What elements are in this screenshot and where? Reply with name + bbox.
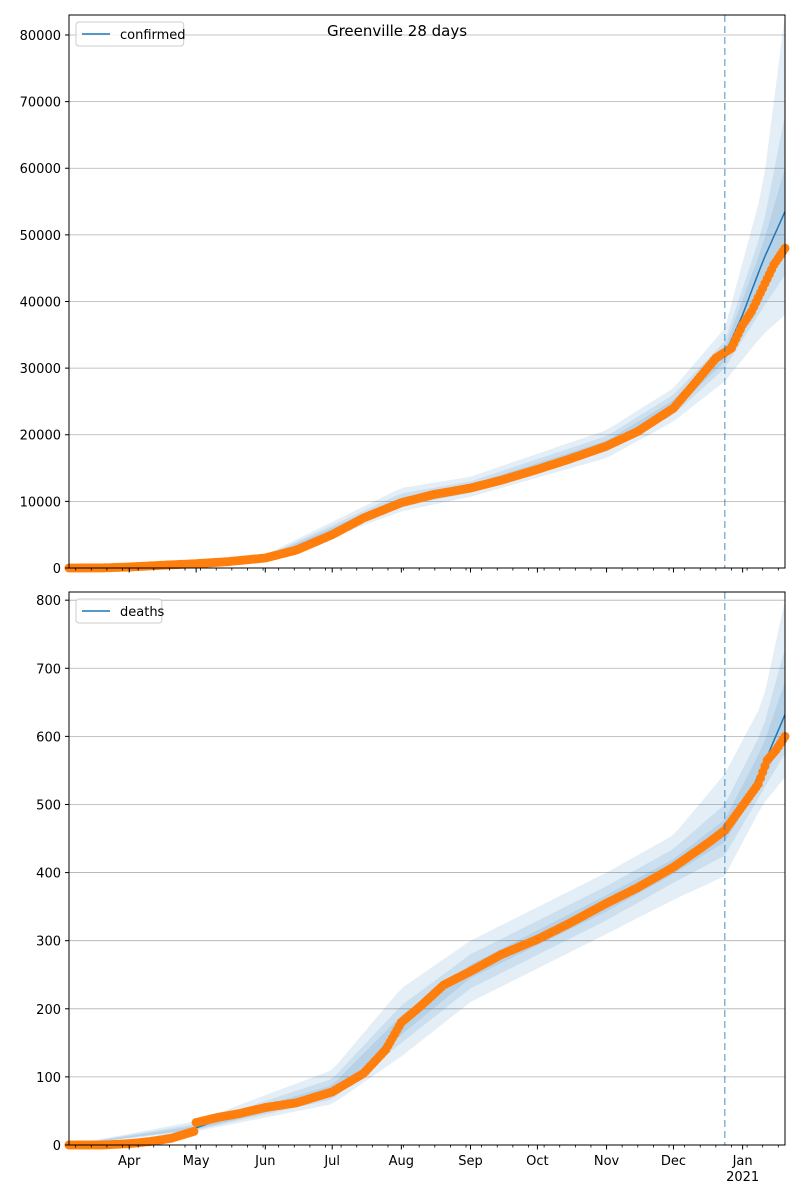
x-tick-label: Aug bbox=[389, 1154, 414, 1169]
y-tick-label: 0 bbox=[53, 1139, 61, 1154]
x-tick-label: Dec bbox=[661, 1154, 686, 1169]
y-tick-label: 70000 bbox=[20, 96, 61, 111]
x-tick-label: May bbox=[183, 1154, 210, 1169]
y-tick-label: 10000 bbox=[20, 495, 61, 510]
legend-box bbox=[75, 598, 163, 624]
y-tick-label: 100 bbox=[36, 1071, 61, 1086]
figure-title: Greenville 28 days bbox=[327, 22, 467, 40]
x-tick-label: Jun bbox=[254, 1154, 275, 1169]
y-tick-label: 60000 bbox=[20, 162, 61, 177]
y-tick-label: 20000 bbox=[20, 429, 61, 444]
y-tick-label: 300 bbox=[36, 935, 61, 950]
observed-point bbox=[189, 1126, 199, 1136]
legend: confirmed bbox=[75, 21, 186, 47]
legend: deaths bbox=[75, 598, 165, 624]
uncertainty-band bbox=[69, 681, 785, 1145]
y-tick-label: 500 bbox=[36, 798, 61, 813]
y-tick-label: 40000 bbox=[20, 295, 61, 310]
y-tick-label: 600 bbox=[36, 730, 61, 745]
y-tick-label: 800 bbox=[36, 594, 61, 609]
deaths-panel: 0 100 200 300 400 500 600 700 800 Apr May Jun Jul Aug… bbox=[36, 591, 790, 1185]
y-tick-label: 400 bbox=[36, 867, 61, 882]
y-tick-label: 700 bbox=[36, 662, 61, 677]
y-tick-label: 30000 bbox=[20, 362, 61, 377]
x-tick-label: Nov bbox=[594, 1154, 620, 1169]
x-tick-label: Oct bbox=[526, 1154, 548, 1169]
legend-box bbox=[75, 21, 185, 47]
x-tick-label: Sep bbox=[458, 1154, 483, 1169]
y-tick-label: 200 bbox=[36, 1003, 61, 1018]
axes-frame bbox=[68, 591, 786, 1146]
x-tick-label: 2021 bbox=[726, 1170, 759, 1185]
x-tick-label: Apr bbox=[118, 1154, 141, 1169]
y-tick-label: 80000 bbox=[20, 29, 61, 44]
x-tick-label: Jul bbox=[323, 1154, 340, 1169]
legend-label: deaths bbox=[120, 605, 165, 620]
deaths-series-line bbox=[68, 714, 786, 1146]
y-tick-label: 50000 bbox=[20, 229, 61, 244]
y-tick-label: 0 bbox=[53, 562, 61, 577]
x-tick-label: Jan bbox=[732, 1154, 753, 1169]
legend-label: confirmed bbox=[120, 28, 186, 43]
uncertainty-band bbox=[69, 647, 785, 1145]
axes-frame bbox=[68, 14, 786, 569]
uncertainty-band bbox=[69, 600, 785, 1145]
confirmed-panel: 0 10000 20000 30000 40000 50000 60000 70000 8000… bbox=[20, 14, 790, 577]
uncertainty-band bbox=[69, 15, 785, 568]
